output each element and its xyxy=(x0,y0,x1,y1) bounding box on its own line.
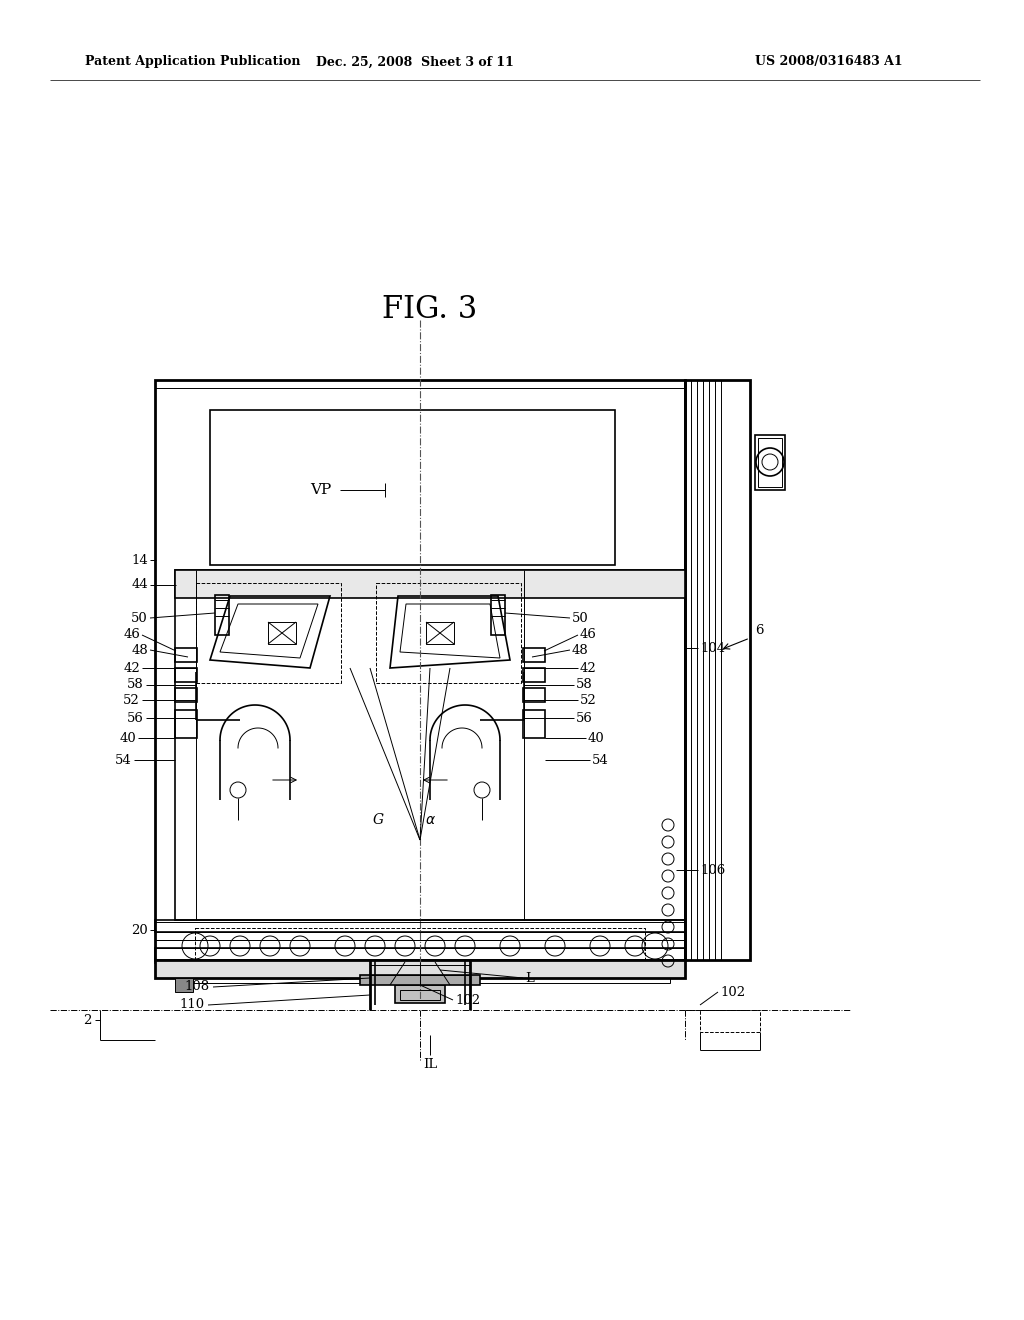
Bar xyxy=(155,932,685,940)
Bar xyxy=(155,920,685,932)
Bar xyxy=(155,940,685,948)
Text: G: G xyxy=(373,813,384,828)
Text: 54: 54 xyxy=(116,754,132,767)
Text: 48: 48 xyxy=(572,644,589,656)
Bar xyxy=(175,570,685,598)
Bar xyxy=(195,928,645,964)
Text: 42: 42 xyxy=(123,661,140,675)
Text: 48: 48 xyxy=(131,644,148,656)
Bar xyxy=(155,960,685,978)
Text: 42: 42 xyxy=(580,661,597,675)
Text: IL: IL xyxy=(423,1059,437,1072)
Bar xyxy=(523,668,545,682)
Bar xyxy=(155,948,685,964)
Bar xyxy=(755,436,785,490)
Text: 50: 50 xyxy=(131,611,148,624)
Text: 6: 6 xyxy=(755,623,764,636)
Text: 46: 46 xyxy=(123,628,140,642)
Text: 108: 108 xyxy=(185,981,210,994)
Text: $\alpha$: $\alpha$ xyxy=(425,813,435,828)
Bar xyxy=(175,710,197,738)
Text: US 2008/0316483 A1: US 2008/0316483 A1 xyxy=(755,55,902,69)
Text: Dec. 25, 2008  Sheet 3 of 11: Dec. 25, 2008 Sheet 3 of 11 xyxy=(316,55,514,69)
Text: 44: 44 xyxy=(131,578,148,591)
Text: 102: 102 xyxy=(455,994,480,1006)
Bar xyxy=(523,648,545,663)
Text: 54: 54 xyxy=(592,754,608,767)
Bar xyxy=(490,595,505,635)
Text: FIG. 3: FIG. 3 xyxy=(382,294,477,326)
Bar xyxy=(175,978,193,993)
Bar xyxy=(395,985,445,1003)
Bar xyxy=(175,688,197,702)
Text: 52: 52 xyxy=(123,693,140,706)
Text: 56: 56 xyxy=(575,711,593,725)
Text: 50: 50 xyxy=(572,611,589,624)
Text: 56: 56 xyxy=(127,711,144,725)
Bar xyxy=(155,380,685,960)
Bar xyxy=(268,622,296,644)
Bar xyxy=(523,688,545,702)
Text: 110: 110 xyxy=(180,998,205,1011)
Bar xyxy=(370,965,470,975)
Bar xyxy=(175,648,197,663)
Text: 40: 40 xyxy=(588,731,605,744)
Bar xyxy=(685,380,750,960)
Text: 52: 52 xyxy=(580,693,597,706)
Text: 102: 102 xyxy=(720,986,745,998)
Bar xyxy=(175,570,685,920)
Text: 2: 2 xyxy=(84,1014,92,1027)
Bar xyxy=(376,583,521,682)
Text: VP: VP xyxy=(310,483,331,498)
Bar xyxy=(700,1010,760,1032)
Bar xyxy=(175,668,197,682)
Text: 14: 14 xyxy=(131,553,148,566)
Bar xyxy=(523,710,545,738)
Bar xyxy=(175,978,670,983)
Text: Patent Application Publication: Patent Application Publication xyxy=(85,55,300,69)
Bar xyxy=(360,975,480,985)
Text: 20: 20 xyxy=(131,924,148,936)
Bar xyxy=(426,622,454,644)
Bar xyxy=(210,411,615,565)
Text: 58: 58 xyxy=(127,678,144,692)
Text: 104: 104 xyxy=(700,642,725,655)
Text: 106: 106 xyxy=(700,863,725,876)
Bar xyxy=(196,583,341,682)
Text: 58: 58 xyxy=(575,678,593,692)
Bar xyxy=(215,595,229,635)
Text: L: L xyxy=(525,972,534,985)
Text: 46: 46 xyxy=(580,628,597,642)
Text: 40: 40 xyxy=(119,731,136,744)
Bar xyxy=(400,990,440,1001)
Bar xyxy=(758,438,782,487)
